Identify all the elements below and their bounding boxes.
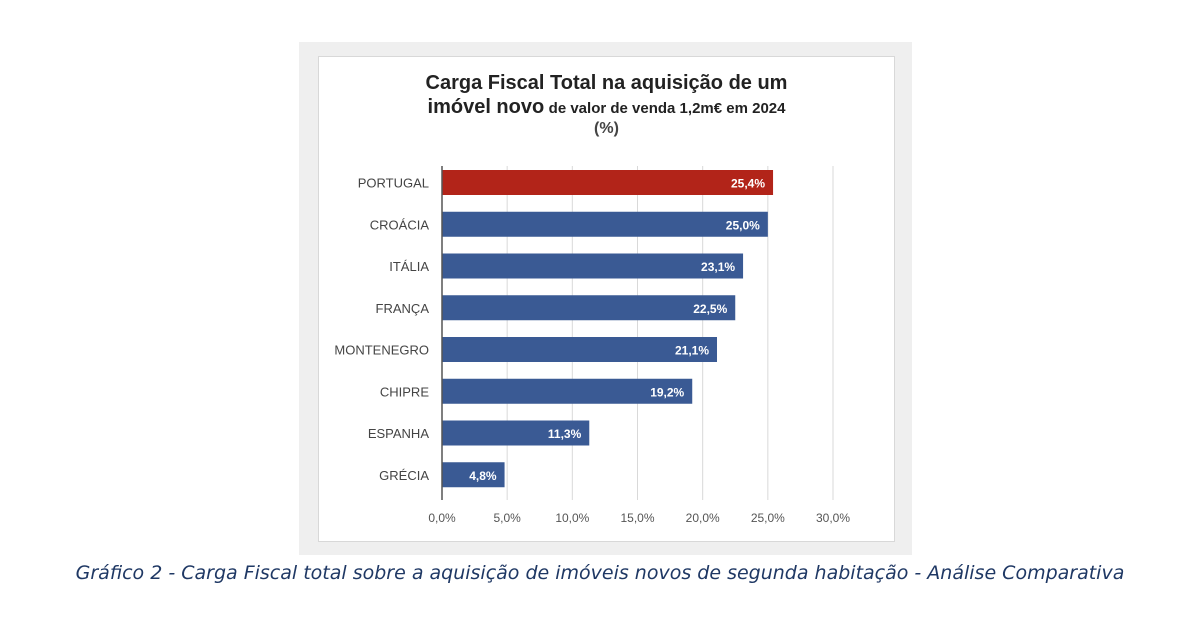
data-label: 25,0% (726, 218, 760, 232)
category-label: MONTENEGRO (334, 343, 429, 358)
data-label: 21,1% (675, 344, 709, 358)
bar (442, 462, 505, 488)
data-label: 19,2% (650, 385, 684, 399)
x-tick-label: 0,0% (428, 511, 456, 525)
x-tick-label: 10,0% (555, 511, 589, 525)
data-label: 23,1% (701, 260, 735, 274)
x-tick-label: 20,0% (686, 511, 720, 525)
category-label: GRÉCIA (379, 468, 429, 483)
bar (442, 295, 736, 321)
chart-panel: Carga Fiscal Total na aquisição de um im… (318, 56, 895, 542)
bar (442, 378, 693, 404)
chart-title-unit: (%) (594, 120, 619, 137)
bar (442, 420, 590, 446)
data-label: 11,3% (548, 427, 582, 441)
chart-title-line2-rest: de valor de venda 1,2m€ em 2024 (548, 100, 786, 117)
bar (442, 253, 744, 279)
x-tick-label: 5,0% (493, 511, 521, 525)
x-tick-label: 15,0% (620, 511, 654, 525)
data-label: 4,8% (469, 469, 497, 483)
bar-chart: 0,0% 5,0% 10,0% 15,0% 20,0% 25,0% 30,0% PORTUGA… (334, 166, 850, 525)
figure-caption: Gráfico 2 - Carga Fiscal total sobre a a… (75, 562, 1125, 584)
chart-title-line2-bold: imóvel novo (427, 96, 545, 118)
x-tick-label: 25,0% (751, 511, 785, 525)
data-label: 22,5% (693, 302, 727, 316)
chart-title: Carga Fiscal Total na aquisição de um im… (319, 71, 894, 138)
category-label: CHIPRE (380, 384, 429, 399)
bar (442, 211, 768, 237)
bar (442, 170, 774, 195)
chart-title-line1: Carga Fiscal Total na aquisição de um (425, 72, 788, 94)
chart-title-line2: imóvel novo de valor de venda 1,2m€ em 2… (319, 95, 894, 119)
category-label: PORTUGAL (358, 176, 429, 191)
category-label: CROÁCIA (370, 217, 430, 232)
category-label: ESPANHA (368, 426, 429, 441)
x-tick-label: 30,0% (816, 511, 850, 525)
bar (442, 337, 718, 362)
category-label: FRANÇA (376, 301, 430, 316)
data-label: 25,4% (731, 177, 765, 191)
chart-figure-frame: Carga Fiscal Total na aquisição de um im… (299, 42, 912, 555)
category-label: ITÁLIA (389, 259, 429, 274)
